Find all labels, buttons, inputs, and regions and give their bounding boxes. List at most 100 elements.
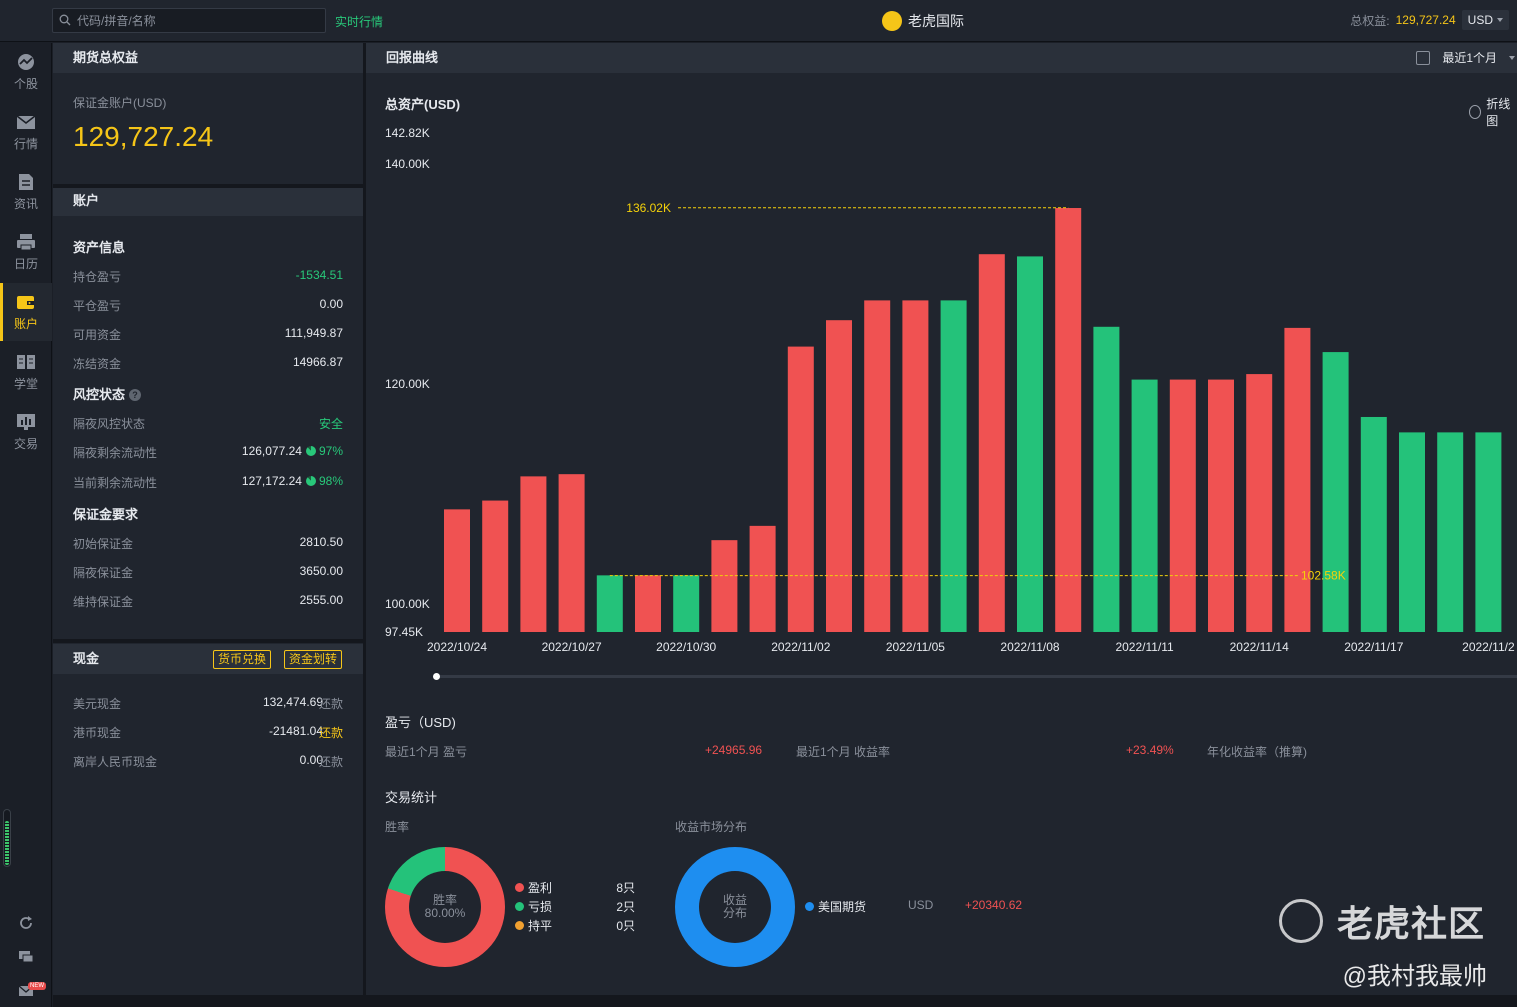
margin-row: 初始保证金 2810.50 — [73, 535, 343, 553]
period-selector[interactable]: 最近1个月 — [1416, 43, 1517, 73]
win-rate-label: 胜率 — [385, 820, 410, 834]
range-slider-handle[interactable] — [433, 673, 440, 680]
section-divider — [53, 184, 363, 188]
bar — [1284, 327, 1311, 632]
risk-status-title: 风控状态? — [73, 384, 142, 403]
legend-dot — [515, 883, 524, 892]
month-pnl-label: 最近1个月 盈亏 — [385, 745, 468, 759]
help-icon[interactable]: ? — [129, 389, 142, 401]
equity-summary: 总权益: 129,727.24 USD — [1350, 10, 1509, 30]
export-icon[interactable] — [1416, 51, 1431, 65]
nav-item-market[interactable]: 行情 — [0, 103, 52, 161]
row-value: 2810.50 — [299, 535, 343, 549]
chat-icon[interactable] — [18, 949, 34, 965]
watermark-author: @我村我最帅 — [1342, 963, 1487, 990]
row-label: 隔夜风控状态 — [73, 417, 146, 431]
pie-mini-icon — [305, 476, 316, 486]
row-value: 3650.00 — [299, 564, 343, 578]
search-input[interactable] — [77, 11, 317, 30]
repay-link[interactable]: 还款 — [318, 726, 343, 740]
y-tick-label: 100.00K — [385, 597, 430, 611]
legend-loss: 亏损 — [515, 898, 552, 915]
bar — [902, 300, 929, 632]
signal-level-indicator — [3, 809, 11, 867]
risk-status-label: 风控状态 — [73, 387, 126, 402]
trade-stats-title: 交易统计 — [385, 790, 438, 805]
new-badge: NEW — [28, 982, 46, 990]
cash-header: 现金 货币兑换 资金划转 — [53, 644, 363, 674]
bar — [1437, 432, 1464, 632]
risk-row: 隔夜剩余流动性 126,077.24 97% — [73, 444, 343, 462]
bar — [1055, 208, 1082, 633]
nav-item-trade[interactable]: 交易 — [0, 403, 52, 461]
donut-center: 胜率 80.00% — [409, 871, 481, 943]
line-chart-toggle[interactable]: 折线图 — [1469, 95, 1517, 129]
y-tick-label: 140.00K — [385, 157, 430, 171]
row-value-group: 127,172.24 98% — [242, 474, 343, 488]
legend-dot — [805, 902, 814, 911]
legend-flat: 持平 — [515, 917, 552, 934]
document-icon — [19, 174, 33, 190]
account-header: 账户 — [53, 186, 363, 216]
margin-row: 维持保证金 2555.00 — [73, 593, 343, 611]
range-slider-track[interactable] — [435, 675, 1517, 678]
legend-us-futures: 美国期货 — [805, 898, 866, 915]
asset-row: 冻结资金 14966.87 — [73, 355, 343, 373]
row-value: -1534.51 — [295, 268, 343, 282]
bar — [482, 500, 509, 632]
bar — [1208, 379, 1234, 632]
returns-column: 回报曲线 最近1个月 总资产(USD) 折线图 142.82K 140.00K 12… — [366, 43, 1517, 995]
bar — [787, 346, 814, 632]
printer-icon — [17, 234, 35, 251]
currency-select[interactable]: USD — [1461, 10, 1509, 30]
legend-currency: USD — [908, 898, 934, 912]
futures-equity-header: 期货总权益 — [53, 43, 363, 73]
row-label: 当前剩余流动性 — [73, 476, 158, 490]
legend-label: 美国期货 — [818, 900, 867, 914]
search-icon — [59, 14, 71, 26]
repay-link[interactable]: 还款 — [318, 755, 343, 769]
top-bar: 实时行情 老虎国际 总权益: 129,727.24 USD — [0, 0, 1517, 42]
legend-count: 0只 — [616, 919, 635, 933]
nav-item-academy[interactable]: 学堂 — [0, 343, 52, 401]
nav-item-news[interactable]: 资讯 — [0, 163, 52, 221]
nav-item-account[interactable]: 账户 — [0, 283, 52, 341]
row-label: 维持保证金 — [73, 595, 134, 609]
legend-label: 持平 — [528, 919, 553, 933]
legend-count: 2只 — [616, 900, 635, 914]
row-value: 0.00 — [319, 297, 343, 311]
nav-label: 交易 — [13, 437, 38, 451]
fund-transfer-button[interactable]: 资金划转 — [284, 650, 343, 669]
risk-row: 当前剩余流动性 127,172.24 98% — [73, 474, 343, 492]
currency-exchange-button[interactable]: 货币兑换 — [213, 650, 272, 669]
row-value: 127,172.24 — [241, 474, 302, 488]
row-label: 冻结资金 — [73, 357, 122, 371]
signal-level-fill — [5, 821, 9, 865]
envelope-icon — [16, 115, 36, 129]
bar — [749, 525, 776, 632]
x-tick-label: 2022/11/02 — [771, 640, 830, 654]
section-divider — [53, 639, 363, 643]
realtime-quotes-link[interactable]: 实时行情 — [335, 15, 384, 29]
repay-link[interactable]: 还款 — [318, 697, 343, 711]
bar — [596, 575, 623, 632]
refresh-icon[interactable] — [18, 915, 34, 931]
row-label: 持仓盈亏 — [73, 270, 122, 284]
brand-name: 老虎国际 — [908, 13, 964, 29]
radio-icon[interactable] — [1469, 105, 1482, 119]
brand: 老虎国际 — [882, 11, 964, 31]
row-label: 隔夜剩余流动性 — [73, 446, 158, 460]
cash-row: 港币现金 -21481.04 还款 — [73, 724, 343, 742]
bar — [635, 575, 661, 632]
row-value: 126,077.24 — [241, 444, 302, 458]
nav-item-stock[interactable]: 个股 — [0, 43, 52, 101]
search-box[interactable] — [52, 8, 326, 33]
nav-item-calendar[interactable]: 日历 — [0, 223, 52, 281]
pnl-title: 盈亏（USD) — [385, 715, 456, 730]
nav-label: 行情 — [13, 137, 38, 151]
currency-value: USD — [1467, 13, 1493, 27]
period-value: 最近1个月 — [1442, 51, 1497, 65]
bottom-strip — [53, 995, 1517, 1007]
x-tick-label: 2022/11/14 — [1230, 640, 1289, 654]
row-label: 港币现金 — [73, 726, 122, 740]
